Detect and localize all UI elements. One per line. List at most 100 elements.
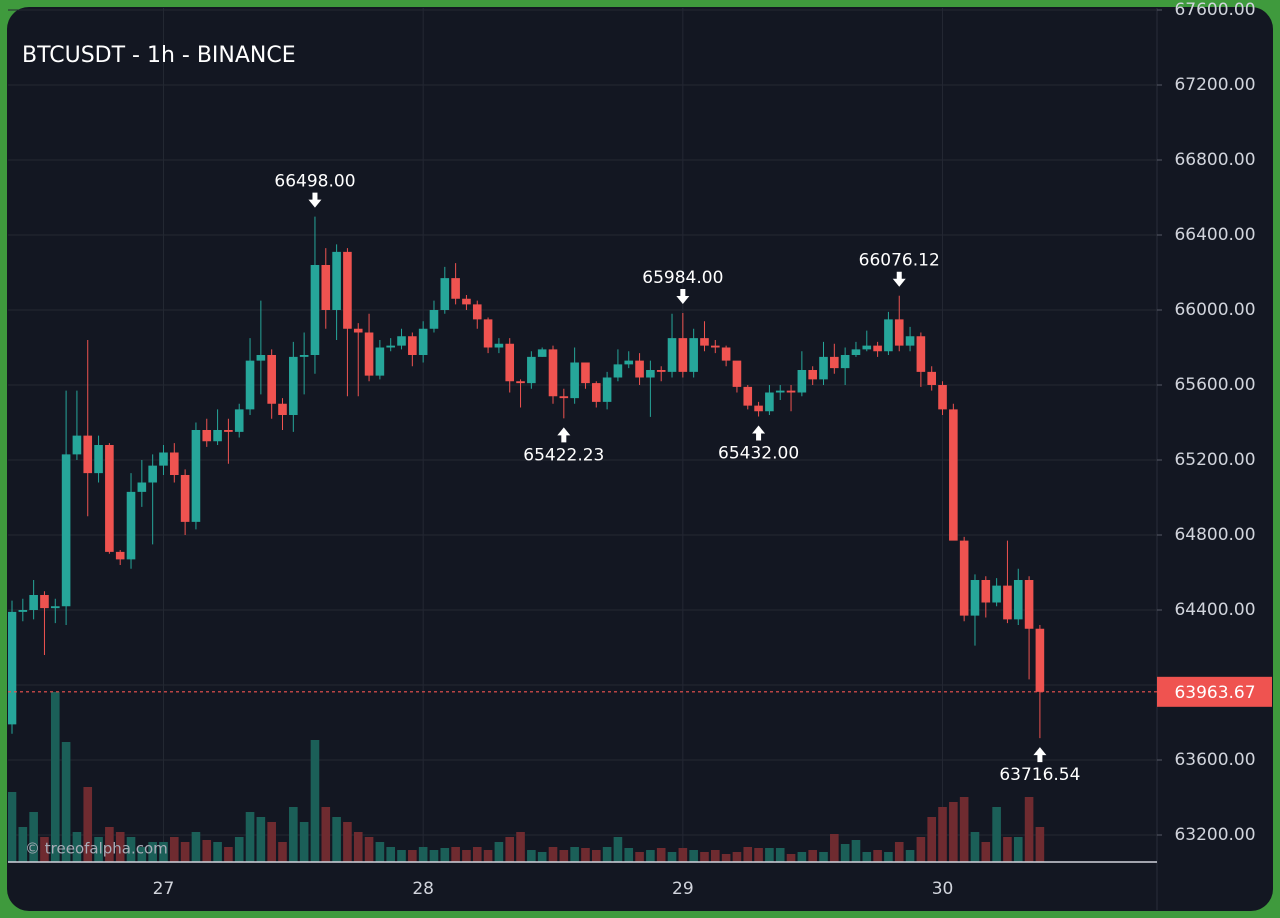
volume-bar	[678, 848, 688, 862]
candle-body	[786, 390, 796, 393]
volume-bar	[786, 854, 796, 862]
volume-bar	[72, 832, 82, 862]
volume-bar	[797, 852, 807, 862]
volume-bar	[343, 822, 352, 862]
candle-body	[537, 349, 547, 357]
candle-body	[494, 343, 504, 348]
y-tick-label: 67200.00	[1174, 75, 1255, 95]
volume-bar	[472, 847, 482, 862]
volume-bar	[624, 848, 634, 862]
volume-bar	[83, 787, 93, 862]
arrow-down	[676, 289, 690, 304]
candle-body	[700, 338, 709, 346]
candle-body	[992, 585, 1001, 603]
price-annotation: 65984.00	[642, 268, 723, 304]
volume-bar	[905, 850, 915, 862]
candle-body	[927, 371, 936, 385]
candle-body	[711, 345, 720, 348]
candle-body	[981, 580, 991, 603]
candle-body	[505, 343, 515, 382]
annotation-label: 66076.12	[859, 251, 940, 271]
candle-body	[646, 370, 655, 378]
candle-body	[765, 392, 774, 412]
candle-body	[884, 319, 893, 352]
volume-bar	[591, 850, 601, 862]
volume-bar	[159, 842, 168, 862]
volume-bar	[61, 742, 71, 862]
candle-body	[559, 396, 569, 399]
volume-bar	[364, 837, 374, 862]
candle-body	[873, 345, 882, 352]
volume-bar	[289, 807, 298, 862]
y-tick-label: 66000.00	[1174, 300, 1255, 320]
volume-bar	[602, 847, 612, 862]
candle-body	[830, 356, 839, 369]
annotation-label: 65422.23	[523, 445, 604, 465]
candle-body	[224, 430, 233, 432]
candle-body	[1013, 580, 1023, 620]
volume-bar	[148, 842, 157, 862]
volume-bar	[213, 842, 222, 862]
candle-body	[429, 310, 439, 329]
price-annotation: 66076.12	[859, 251, 940, 287]
candle-body	[527, 356, 536, 384]
last-price-box	[1157, 676, 1272, 707]
watermark: © treeofalpha.com	[25, 840, 168, 858]
y-tick-label: 63600.00	[1174, 750, 1255, 770]
volume-bar	[775, 848, 785, 862]
volume-bar	[862, 852, 872, 862]
volume-bar	[949, 802, 958, 862]
candle-body	[581, 362, 590, 384]
volume-bar	[743, 847, 753, 862]
volume-bar	[938, 807, 947, 862]
volume-bar	[581, 848, 590, 862]
volume-bar	[234, 837, 244, 862]
volume-bar	[170, 837, 179, 862]
volume-bar	[451, 847, 460, 862]
y-tick-label: 66800.00	[1174, 150, 1255, 170]
candle-body	[397, 336, 406, 346]
y-tick-label: 67600.00	[1174, 0, 1255, 20]
annotation-label: 65984.00	[642, 268, 723, 288]
candle-body	[451, 278, 460, 299]
candle-body	[656, 370, 666, 372]
candle-body	[667, 338, 677, 372]
y-tick-label: 64800.00	[1174, 525, 1255, 545]
candle-body	[105, 445, 114, 552]
candle-body	[602, 377, 612, 402]
candle-body	[245, 360, 255, 410]
candle-body	[624, 360, 634, 365]
volume-bar	[916, 837, 926, 862]
candle-body	[721, 347, 731, 361]
candle-body	[213, 430, 222, 442]
candle-body	[278, 403, 287, 415]
candle-body	[8, 611, 17, 725]
volume-bar	[299, 822, 309, 862]
y-tick-label: 63200.00	[1174, 825, 1255, 845]
volume-bar	[494, 842, 504, 862]
volume-bar	[516, 832, 525, 862]
volume-bar	[840, 844, 850, 862]
candle-body	[202, 430, 212, 442]
volume-bar	[537, 852, 547, 862]
volume-bar	[765, 848, 774, 862]
volume-bar	[884, 852, 893, 862]
x-tick-label: 29	[672, 879, 694, 899]
candle-body	[256, 355, 266, 361]
price-annotation: 63716.54	[999, 747, 1080, 785]
candle-body	[375, 347, 385, 376]
annotation-label: 66498.00	[274, 172, 355, 192]
candle-body	[180, 475, 190, 522]
volume-bar	[721, 854, 731, 862]
x-tick-label: 28	[412, 879, 434, 899]
volume-bar	[332, 817, 341, 862]
volume-bar	[970, 832, 980, 862]
candle-body	[94, 445, 103, 474]
candle-body	[851, 349, 861, 355]
volume-bar	[570, 847, 579, 862]
candle-body	[364, 332, 374, 376]
volume-bar	[278, 842, 287, 862]
volume-bar	[819, 852, 828, 862]
volume-bar	[646, 850, 655, 862]
volume-bar	[613, 837, 623, 862]
